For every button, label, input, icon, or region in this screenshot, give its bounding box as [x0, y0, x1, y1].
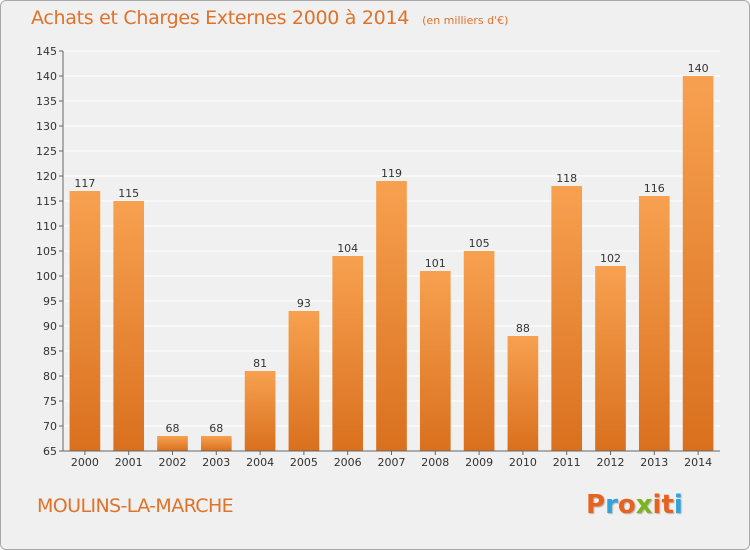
x-tick-label-2013: 2013	[640, 456, 668, 469]
x-tick-label-2009: 2009	[465, 456, 493, 469]
y-tick-label: 90	[43, 320, 57, 333]
value-label-2002: 68	[166, 422, 180, 435]
value-label-2011: 118	[556, 172, 577, 185]
place-name: MOULINS-LA-MARCHE	[37, 495, 234, 517]
value-label-2008: 101	[425, 257, 446, 270]
x-tick-label-2001: 2001	[115, 456, 143, 469]
y-tick-label: 145	[36, 45, 57, 58]
bar-2010	[507, 336, 539, 451]
bar-2008	[419, 271, 451, 451]
y-tick-label: 100	[36, 270, 57, 283]
x-tick-label-2008: 2008	[421, 456, 449, 469]
bar-2013	[638, 196, 670, 451]
y-tick-label: 85	[43, 345, 57, 358]
x-tick-label-2014: 2014	[684, 456, 712, 469]
value-label-2003: 68	[209, 422, 223, 435]
x-tick-label-2007: 2007	[378, 456, 406, 469]
value-label-2000: 117	[74, 177, 95, 190]
x-tick-label-2010: 2010	[509, 456, 537, 469]
bar-2002	[157, 436, 188, 451]
value-label-2001: 115	[118, 187, 139, 200]
value-label-2009: 105	[469, 237, 490, 250]
x-tick-label-2004: 2004	[246, 456, 274, 469]
logo-letter: x	[635, 490, 653, 520]
value-label-2010: 88	[516, 322, 530, 335]
y-tick-label: 110	[36, 220, 57, 233]
x-tick-label-2012: 2012	[597, 456, 625, 469]
bar-2000	[69, 191, 101, 451]
title-row: Achats et Charges Externes 2000 à 2014 (…	[31, 7, 508, 29]
bar-2003	[200, 436, 232, 451]
value-label-2004: 81	[253, 357, 267, 370]
value-label-2014: 140	[688, 62, 709, 75]
x-tick-label-2000: 2000	[71, 456, 99, 469]
y-tick-label: 140	[36, 70, 57, 83]
y-tick-label: 125	[36, 145, 57, 158]
logo-letter: r	[605, 490, 618, 520]
y-tick-label: 80	[43, 370, 57, 383]
logo-letter: o	[617, 490, 636, 520]
bar-2009	[463, 251, 495, 451]
bar-2004	[244, 371, 276, 451]
bar-2011	[551, 186, 583, 451]
value-label-2006: 104	[337, 242, 358, 255]
y-tick-label: 70	[43, 420, 57, 433]
bar-2007	[376, 181, 407, 451]
value-label-2013: 116	[644, 182, 665, 195]
y-tick-label: 130	[36, 120, 57, 133]
value-labels: 117 115 68 68 81 93 104 119 101 105 88 118 102 116 140	[74, 62, 708, 435]
y-axis-ticks: 65 70 75 80 85 90 95 100 105 110 115 120 125 130 135 14…	[36, 45, 63, 458]
bars	[69, 76, 714, 451]
logo-letter: i	[673, 490, 683, 520]
proxiti-logo: Proxiti	[586, 490, 683, 520]
logo-letter: t	[661, 490, 674, 520]
y-tick-label: 135	[36, 95, 57, 108]
value-label-2005: 93	[297, 297, 311, 310]
bar-2001	[113, 201, 145, 451]
y-tick-label: 115	[36, 195, 57, 208]
y-tick-label: 120	[36, 170, 57, 183]
logo-letter: i	[652, 490, 662, 520]
y-tick-label: 65	[43, 445, 57, 458]
bar-2005	[288, 311, 320, 451]
x-tick-label-2003: 2003	[202, 456, 230, 469]
value-label-2012: 102	[600, 252, 621, 265]
x-axis-ticks: 2000 2001 2002 2003 2004 2005 2006 2007 2008 2009…	[71, 451, 712, 469]
x-tick-label-2006: 2006	[334, 456, 362, 469]
y-tick-label: 75	[43, 395, 57, 408]
y-tick-label: 95	[43, 295, 57, 308]
y-tick-label: 105	[36, 245, 57, 258]
chart-unit: (en milliers d'€)	[422, 14, 509, 27]
x-tick-label-2011: 2011	[553, 456, 581, 469]
chart-title: Achats et Charges Externes 2000 à 2014	[31, 7, 410, 29]
logo-letter: P	[586, 490, 606, 520]
value-label-2007: 119	[381, 167, 402, 180]
bar-2014	[682, 76, 714, 451]
x-tick-label-2005: 2005	[290, 456, 318, 469]
x-tick-label-2002: 2002	[159, 456, 187, 469]
bar-2006	[332, 256, 364, 451]
bar-2012	[595, 266, 626, 451]
